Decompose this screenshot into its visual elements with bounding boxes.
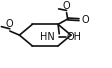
- Text: O: O: [5, 19, 13, 29]
- Text: O: O: [62, 1, 70, 11]
- Text: O: O: [80, 15, 88, 25]
- Text: OH: OH: [66, 32, 81, 42]
- Text: HN: HN: [40, 32, 54, 42]
